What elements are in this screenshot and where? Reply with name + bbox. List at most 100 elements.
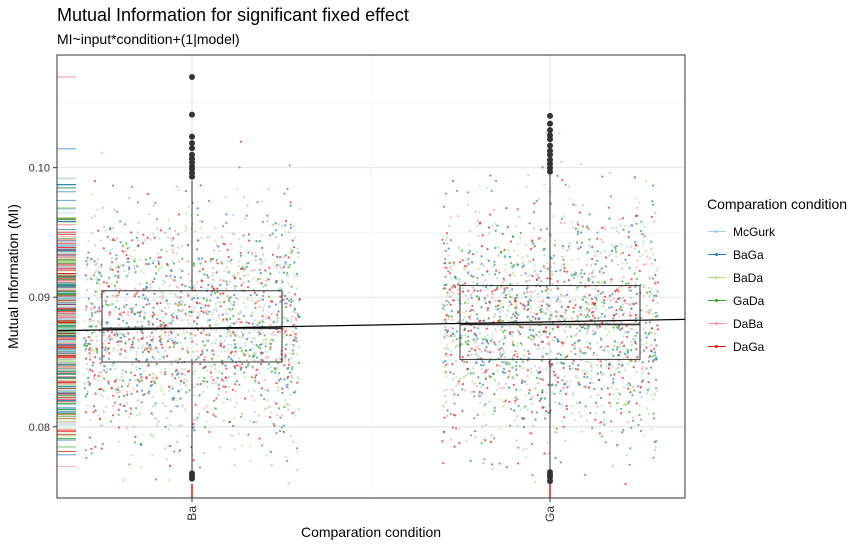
data-point-Ba	[132, 258, 135, 261]
data-point-Ba	[120, 348, 123, 351]
data-point-Ba	[84, 308, 87, 311]
data-point-Ba	[225, 379, 228, 382]
data-point-Ba	[210, 278, 214, 281]
data-point-Ga	[474, 436, 477, 439]
data-point-Ba	[289, 434, 292, 437]
data-point-Ba	[192, 459, 195, 462]
data-point-Ba	[205, 297, 209, 300]
data-point-Ga	[592, 354, 595, 357]
data-point-Ga	[529, 260, 532, 264]
data-point-Ga	[471, 380, 474, 383]
data-point-Ga	[449, 412, 452, 416]
data-point-Ga	[443, 309, 447, 312]
data-point-Ga	[481, 425, 484, 428]
data-point-Ga	[534, 418, 537, 421]
data-point-Ga	[501, 361, 504, 364]
data-point-Ga	[536, 293, 540, 296]
data-point-Ga	[615, 388, 618, 391]
data-point-Ba	[234, 350, 237, 353]
data-point-Ba	[156, 302, 159, 305]
data-point-Ba	[267, 306, 270, 310]
data-point-Ba	[200, 237, 203, 240]
data-point-Ga	[519, 342, 523, 345]
data-point-Ba	[100, 387, 103, 391]
data-point-Ga	[533, 290, 537, 293]
data-point-Ga	[608, 306, 611, 309]
data-point-Ba	[174, 302, 177, 305]
data-point-Ga	[653, 280, 656, 283]
data-point-Ba	[158, 339, 161, 342]
data-point-Ga	[611, 348, 615, 351]
data-point-Ga	[653, 347, 656, 350]
data-point-Ba	[252, 421, 255, 424]
data-point-Ga	[525, 447, 528, 450]
data-point-Ga	[651, 200, 654, 203]
data-point-Ga	[652, 398, 655, 401]
data-point-Ga	[446, 354, 449, 357]
data-point-Ba	[201, 220, 204, 223]
outlier-point	[189, 145, 195, 152]
data-point-Ga	[623, 369, 626, 372]
data-point-Ga	[491, 290, 494, 293]
data-point-Ba	[146, 298, 149, 301]
data-point-Ga	[577, 247, 580, 250]
data-point-Ba	[136, 231, 139, 234]
data-point-Ba	[238, 321, 241, 324]
data-point-Ga	[627, 282, 630, 285]
data-point-Ga	[596, 354, 599, 357]
data-point-Ba	[297, 361, 300, 364]
data-point-Ba	[116, 391, 119, 394]
data-point-Ga	[638, 269, 641, 272]
data-point-Ga	[554, 372, 557, 375]
data-point-Ga	[511, 341, 514, 344]
data-point-Ba	[268, 295, 271, 298]
data-point-Ba	[291, 412, 294, 415]
data-point-Ga	[516, 313, 519, 316]
data-point-Ba	[157, 260, 160, 263]
data-point-Ga	[443, 416, 446, 419]
data-point-Ba	[271, 224, 274, 227]
data-point-Ga	[486, 270, 489, 273]
data-point-Ga	[491, 293, 494, 296]
data-point-Ba	[254, 306, 257, 309]
data-point-Ga	[523, 349, 526, 352]
data-point-Ba	[222, 346, 225, 349]
data-point-Ba	[141, 335, 144, 338]
data-point-Ba	[233, 339, 236, 342]
data-point-Ga	[541, 391, 544, 394]
data-point-Ba	[136, 368, 139, 372]
data-point-Ba	[284, 356, 287, 359]
data-point-Ga	[650, 262, 653, 266]
data-point-Ba	[270, 411, 273, 414]
data-point-Ga	[474, 350, 477, 353]
data-point-Ba	[143, 317, 146, 320]
data-point-Ba	[167, 334, 170, 337]
data-point-Ba	[275, 321, 278, 324]
data-point-Ba	[132, 307, 135, 310]
data-point-Ba	[90, 325, 93, 328]
data-point-Ga	[530, 334, 533, 337]
data-point-Ga	[625, 403, 629, 406]
data-point-Ba	[196, 350, 199, 353]
data-point-Ga	[587, 315, 590, 318]
data-point-Ba	[177, 333, 180, 336]
data-point-Ba	[151, 376, 154, 379]
data-point-Ba	[211, 271, 215, 274]
data-point-Ba	[211, 349, 214, 352]
data-point-Ga	[605, 365, 608, 368]
data-point-Ba	[170, 239, 173, 242]
data-point-Ba	[88, 355, 92, 358]
data-point-Ga	[454, 414, 457, 417]
data-point-Ba	[249, 294, 252, 297]
data-point-Ga	[509, 326, 512, 329]
data-point-Ba	[172, 237, 175, 240]
data-point-Ba	[117, 294, 120, 297]
data-point-Ga	[610, 386, 613, 389]
data-point-Ga	[503, 287, 506, 290]
data-point-Ba	[147, 392, 150, 395]
data-point-Ba	[279, 295, 282, 298]
data-point-Ga	[538, 197, 541, 200]
data-point-Ba	[193, 284, 196, 287]
data-point-Ga	[467, 302, 470, 305]
data-point-Ba	[251, 299, 254, 302]
